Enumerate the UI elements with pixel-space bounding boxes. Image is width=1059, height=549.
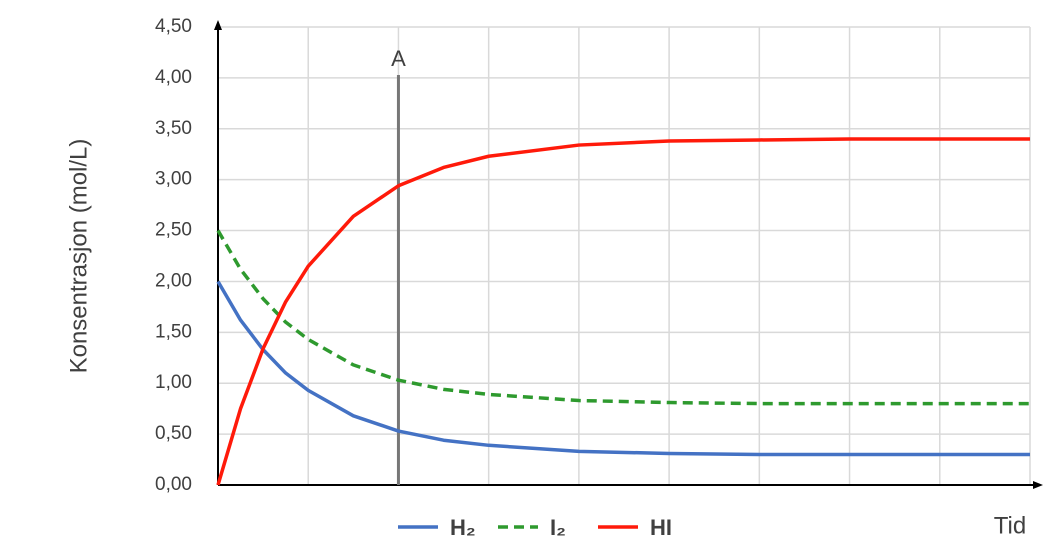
y-tick-label: 0,00 (155, 474, 192, 495)
series-line (216, 229, 1030, 406)
y-tick-label: 0,50 (155, 423, 192, 444)
series-line (216, 280, 1030, 457)
y-tick-label: 1,00 (155, 372, 192, 393)
annotation-label: A (391, 46, 406, 71)
grid (217, 26, 1031, 486)
legend-label: H₂ (450, 515, 476, 540)
y-tick-label: 2,00 (155, 270, 192, 291)
series-line (216, 137, 1030, 486)
y-tick-label: 1,50 (155, 321, 192, 342)
y-tick-label: 3,50 (155, 118, 192, 139)
y-tick-label: 2,50 (155, 220, 192, 241)
legend-label: I₂ (550, 515, 566, 540)
legend-label: HI (650, 515, 672, 540)
y-tick-label: 4,50 (155, 16, 192, 37)
y-tick-label: 3,00 (155, 169, 192, 190)
y-axis-title: Konsentrasjon (mol/L) (65, 139, 92, 374)
y-tick-label: 4,00 (155, 67, 192, 88)
x-axis-title: Tid (994, 512, 1026, 539)
